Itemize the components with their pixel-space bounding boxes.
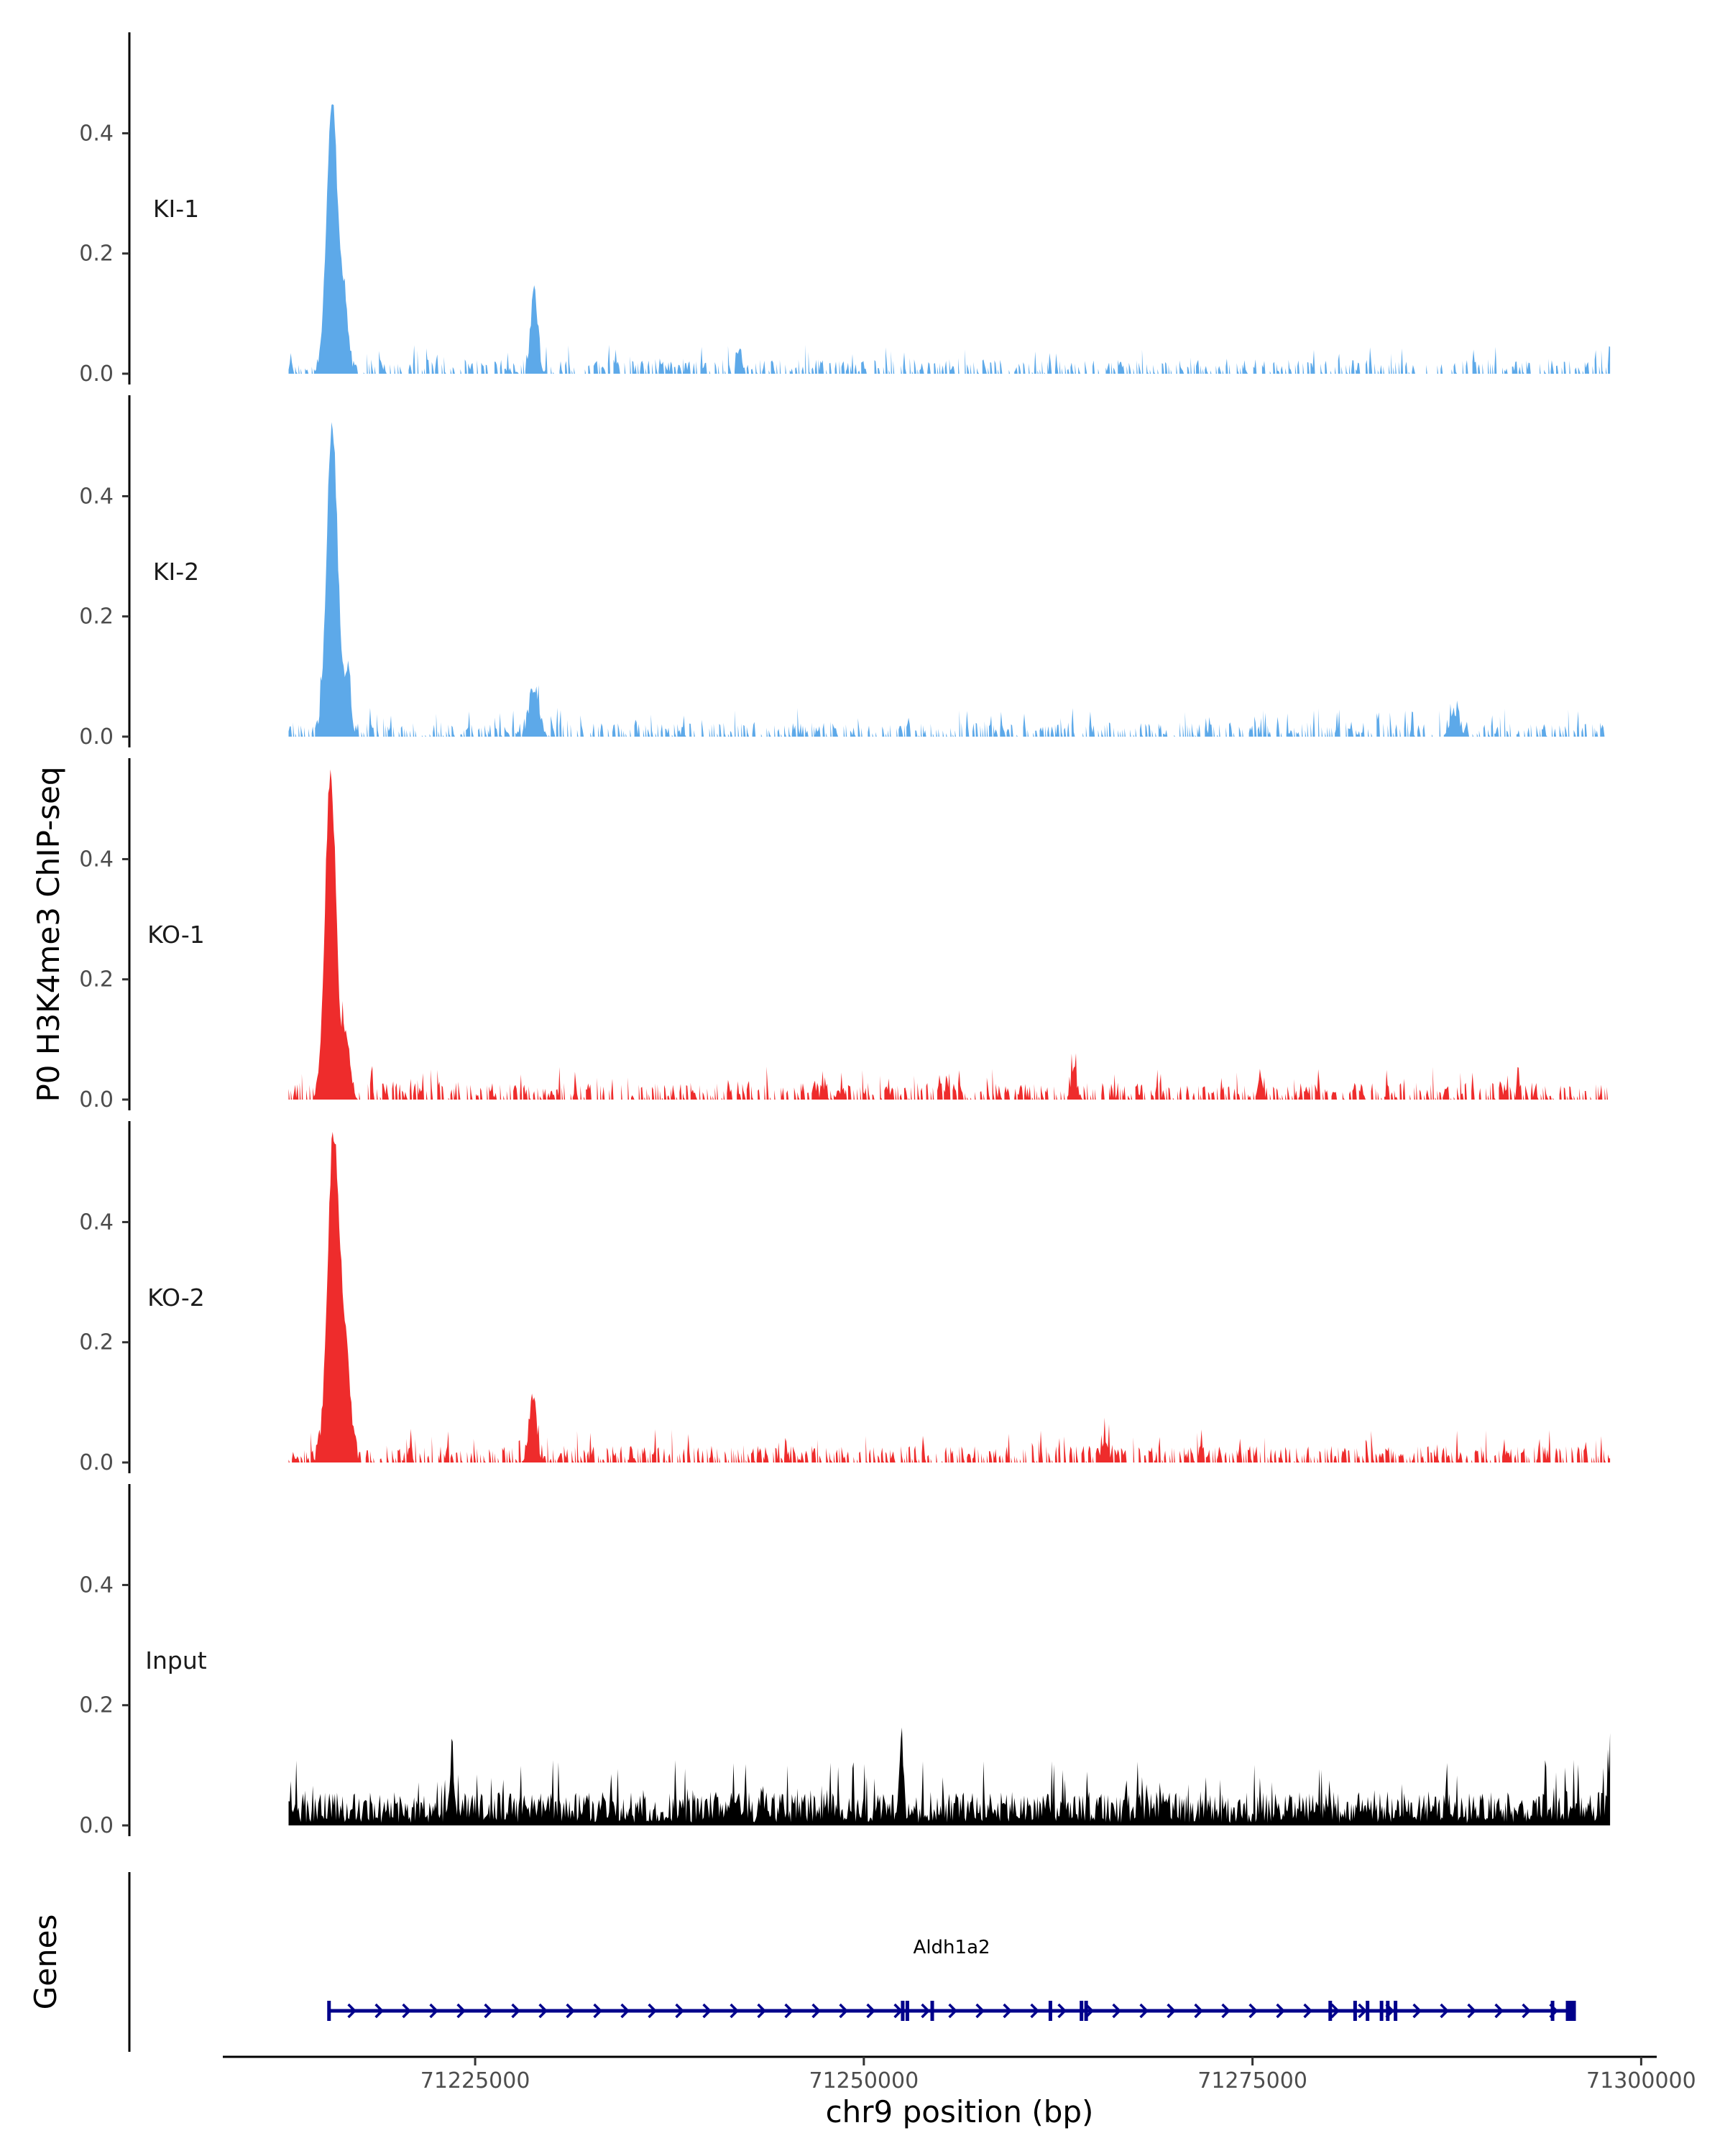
track-panel-ki-2: 0.0 0.2 0.4 KI-2 bbox=[79, 395, 1611, 750]
strand-arrow bbox=[484, 2003, 494, 2019]
strand-arrow bbox=[1494, 2003, 1504, 2019]
strand-arrow bbox=[675, 2003, 685, 2019]
track-panel-ko-2: 0.0 0.2 0.4 KO-2 bbox=[79, 1121, 1611, 1475]
signal-area-ko-1 bbox=[288, 769, 1611, 1100]
y-tick-label: 0.4 bbox=[79, 484, 114, 509]
x-tick-label: 71300000 bbox=[1586, 2068, 1696, 2093]
signal-area-input bbox=[288, 1727, 1611, 1825]
strand-arrow bbox=[1030, 2003, 1040, 2019]
y-tick-label: 0.2 bbox=[79, 1693, 114, 1718]
strand-arrow bbox=[402, 2003, 412, 2019]
exon-mark bbox=[1080, 2001, 1084, 2021]
exon-mark bbox=[1379, 2001, 1384, 2021]
x-axis-title: chr9 position (bp) bbox=[826, 2094, 1094, 2129]
strand-arrow bbox=[429, 2003, 439, 2019]
signal-area-ko-2 bbox=[288, 1132, 1611, 1462]
y-tick-label: 0.2 bbox=[79, 604, 114, 630]
strand-arrow bbox=[1358, 2003, 1368, 2019]
strand-arrow bbox=[511, 2003, 521, 2019]
gene-end-block bbox=[1565, 2001, 1576, 2021]
track-label: Input bbox=[145, 1646, 207, 1674]
exon-mark bbox=[1366, 2001, 1370, 2021]
y-tick-label: 0.0 bbox=[79, 1813, 114, 1838]
signal-area-ki-2 bbox=[288, 422, 1611, 737]
strand-arrow bbox=[456, 2003, 466, 2019]
gene-name-label: Aldh1a2 bbox=[914, 1937, 990, 1958]
track-label: KI-2 bbox=[153, 558, 199, 586]
y-tick-label: 0.0 bbox=[79, 724, 114, 750]
strand-arrow bbox=[1467, 2003, 1477, 2019]
strand-arrow bbox=[593, 2003, 603, 2019]
exon-mark bbox=[905, 2001, 909, 2021]
x-tick-label: 71275000 bbox=[1197, 2068, 1307, 2093]
strand-arrow bbox=[921, 2003, 931, 2019]
exon-mark bbox=[1084, 2001, 1088, 2021]
y-tick-label: 0.2 bbox=[79, 241, 114, 267]
y-axis-title: P0 H3K4me3 ChIP-seq bbox=[31, 766, 66, 1102]
exon-mark bbox=[930, 2001, 934, 2021]
x-axis: 71225000 71250000 71275000 71300000 bbox=[223, 2055, 1696, 2093]
track-label: KI-1 bbox=[153, 195, 199, 223]
strand-arrow bbox=[757, 2003, 767, 2019]
strand-arrow bbox=[702, 2003, 712, 2019]
strand-arrow bbox=[811, 2003, 822, 2019]
strand-arrow bbox=[566, 2003, 576, 2019]
strand-arrow bbox=[620, 2003, 630, 2019]
strand-arrow bbox=[374, 2003, 385, 2019]
strand-arrow bbox=[1139, 2003, 1149, 2019]
y-tick-label: 0.4 bbox=[79, 121, 114, 146]
strand-arrow bbox=[1003, 2003, 1013, 2019]
strand-arrow bbox=[1412, 2003, 1422, 2019]
y-tick-label: 0.0 bbox=[79, 1450, 114, 1475]
strand-arrow bbox=[347, 2003, 357, 2019]
x-tick-label: 71250000 bbox=[809, 2068, 919, 2093]
y-tick-label: 0.4 bbox=[79, 847, 114, 872]
strand-arrow bbox=[839, 2003, 849, 2019]
exon-mark bbox=[327, 2001, 331, 2021]
strand-arrow bbox=[975, 2003, 985, 2019]
strand-arrow bbox=[1167, 2003, 1177, 2019]
exon-mark bbox=[1386, 2001, 1390, 2021]
exon-mark bbox=[901, 2001, 905, 2021]
exon-mark bbox=[1394, 2001, 1398, 2021]
gene-track: Genes Aldh1a2 bbox=[28, 1872, 1576, 2052]
exon-mark bbox=[1048, 2001, 1052, 2021]
exon-mark bbox=[1353, 2001, 1357, 2021]
signal-area-ki-1 bbox=[288, 104, 1611, 374]
x-tick-label: 71225000 bbox=[420, 2068, 530, 2093]
y-tick-label: 0.2 bbox=[79, 1330, 114, 1355]
strand-arrow bbox=[1330, 2003, 1340, 2019]
strand-arrow bbox=[730, 2003, 740, 2019]
strand-arrow bbox=[866, 2003, 876, 2019]
strand-arrow bbox=[1194, 2003, 1204, 2019]
strand-arrow bbox=[784, 2003, 794, 2019]
strand-arrow bbox=[1522, 2003, 1532, 2019]
strand-arrow bbox=[948, 2003, 958, 2019]
strand-arrow bbox=[648, 2003, 658, 2019]
y-tick-label: 0.0 bbox=[79, 1087, 114, 1112]
y-tick-label: 0.2 bbox=[79, 967, 114, 992]
y-tick-label: 0.4 bbox=[79, 1572, 114, 1598]
signal-tracks: 0.00.20.4KI-10.00.20.4KI-20.00.20.4KO-10… bbox=[79, 32, 1611, 1838]
strand-arrow bbox=[1221, 2003, 1231, 2019]
strand-arrow bbox=[1112, 2003, 1122, 2019]
exon-mark bbox=[1328, 2001, 1333, 2021]
gene-track-title: Genes bbox=[28, 1915, 63, 2010]
track-label: KO-1 bbox=[147, 921, 205, 949]
exon-mark bbox=[1550, 2001, 1555, 2021]
strand-arrow bbox=[1276, 2003, 1286, 2019]
y-tick-label: 0.0 bbox=[79, 361, 114, 387]
strand-arrow bbox=[1057, 2003, 1067, 2019]
track-panel-ki-1: 0.0 0.2 0.4 KI-1 bbox=[79, 32, 1611, 387]
strand-arrow bbox=[538, 2003, 548, 2019]
track-panel-ko-1: 0.0 0.2 0.4 KO-1 bbox=[79, 758, 1611, 1112]
y-tick-label: 0.4 bbox=[79, 1210, 114, 1235]
strand-arrow bbox=[1440, 2003, 1450, 2019]
track-panel-input: 0.0 0.2 0.4 Input bbox=[79, 1484, 1611, 1838]
strand-arrow bbox=[1248, 2003, 1259, 2019]
strand-arrow bbox=[1303, 2003, 1313, 2019]
track-label: KO-2 bbox=[147, 1284, 205, 1312]
